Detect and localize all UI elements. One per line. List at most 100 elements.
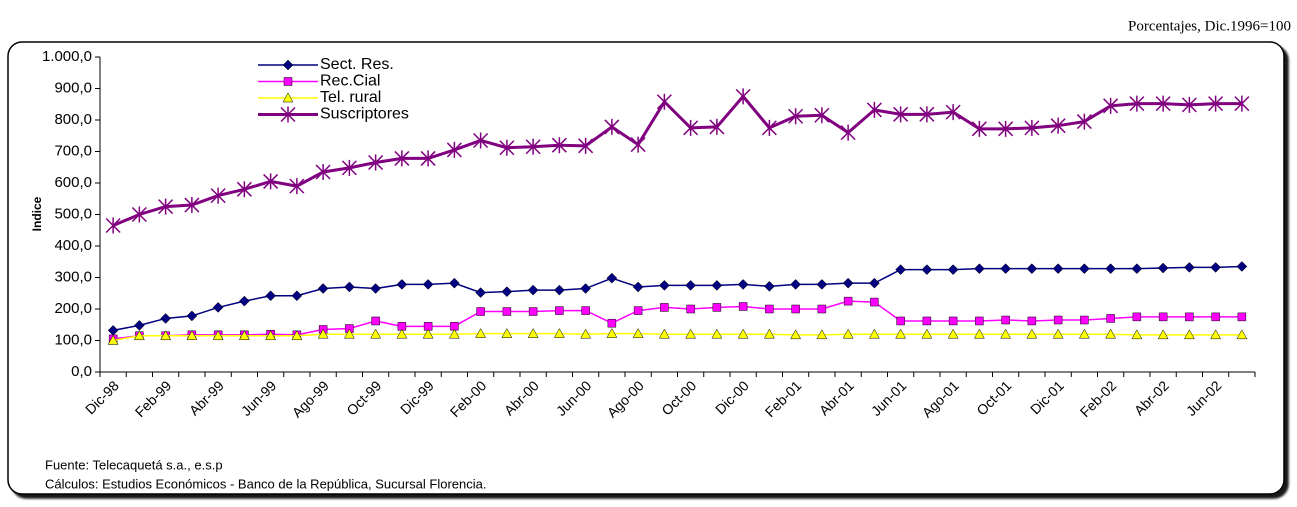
y-tick-label: 800,0 (54, 111, 92, 128)
data-point (1053, 315, 1063, 325)
data-point (1211, 312, 1220, 322)
data-point (1052, 263, 1064, 275)
data-point (790, 279, 801, 290)
data-point (501, 328, 513, 338)
data-point (709, 118, 725, 135)
data-point (446, 141, 462, 158)
data-point (370, 283, 381, 294)
data-point (475, 328, 487, 338)
y-tick-label: 0,0 (71, 363, 92, 380)
data-point (1210, 262, 1221, 273)
data-point (842, 328, 854, 339)
data-point (1184, 262, 1195, 273)
data-point (921, 328, 933, 339)
data-point (212, 302, 224, 313)
data-point (581, 306, 590, 315)
data-point (656, 93, 672, 110)
data-point (947, 328, 959, 339)
data-point (291, 290, 303, 302)
legend-label: Suscriptores (320, 106, 409, 123)
y-tick-label: 500,0 (54, 205, 92, 222)
data-point (606, 328, 618, 338)
data-point (263, 173, 279, 190)
data-point (1000, 263, 1011, 275)
data-point (212, 330, 224, 341)
data-point (448, 328, 460, 339)
y-tick-label: 300,0 (54, 268, 92, 285)
legend-label: Sect. Res. (320, 56, 394, 73)
data-point (238, 330, 250, 341)
y-tick-label: 1.000,0 (42, 48, 92, 65)
data-point (499, 139, 515, 156)
data-point (765, 304, 774, 314)
data-point (580, 328, 592, 339)
legend-marker (283, 77, 293, 86)
data-point (186, 310, 198, 322)
data-point (816, 329, 828, 340)
data-point (843, 296, 853, 306)
data-point (975, 316, 984, 326)
data-point (450, 322, 459, 331)
data-point (893, 106, 909, 123)
data-point (578, 137, 594, 154)
data-point (341, 159, 357, 176)
legend-label: Tel. rural (320, 89, 381, 106)
data-point (922, 316, 932, 326)
data-point (633, 306, 643, 315)
data-point (1103, 97, 1119, 114)
data-point (1131, 329, 1143, 340)
data-point (998, 120, 1014, 137)
footnote: Cálculos: Estudios Económicos - Banco de… (45, 476, 487, 491)
data-point (555, 306, 564, 315)
data-point (896, 316, 905, 326)
data-point (186, 330, 198, 341)
data-point (1050, 117, 1066, 134)
data-point (107, 334, 119, 345)
data-point (660, 303, 669, 312)
legend-marker (282, 59, 294, 71)
data-point (371, 316, 380, 326)
data-point (291, 330, 303, 341)
data-point (1131, 263, 1143, 275)
data-point (344, 281, 355, 293)
data-point (973, 328, 985, 339)
data-point (1026, 328, 1038, 339)
data-point (658, 328, 670, 339)
data-point (868, 328, 880, 339)
data-point (607, 318, 617, 328)
data-point (790, 329, 802, 340)
data-point (685, 328, 697, 339)
data-point (738, 302, 748, 311)
series-line (112, 94, 1242, 227)
data-point (1181, 96, 1197, 113)
y-tick-label: 100,0 (54, 331, 92, 348)
data-point (1155, 95, 1171, 112)
data-point (606, 272, 618, 284)
data-point (761, 119, 777, 136)
data-point (160, 313, 171, 324)
data-point (763, 328, 775, 339)
data-point (343, 328, 355, 339)
data-point (1076, 113, 1092, 130)
legend-marker (282, 92, 294, 103)
data-point (814, 107, 830, 124)
data-point (974, 263, 985, 275)
data-point (160, 330, 172, 341)
data-point (289, 178, 305, 195)
y-tick-label: 200,0 (54, 300, 92, 317)
data-point (632, 328, 644, 338)
data-point (630, 136, 646, 153)
data-point (551, 137, 567, 154)
note: Porcentajes, Dic.1996=100 (1128, 18, 1291, 34)
legend-marker (280, 106, 296, 123)
data-point (971, 120, 987, 137)
data-point (686, 304, 695, 314)
data-point (473, 132, 489, 149)
data-point (1208, 95, 1224, 112)
data-point (712, 303, 722, 312)
data-point (632, 281, 644, 293)
data-point (1079, 263, 1090, 275)
data-point (133, 330, 145, 341)
